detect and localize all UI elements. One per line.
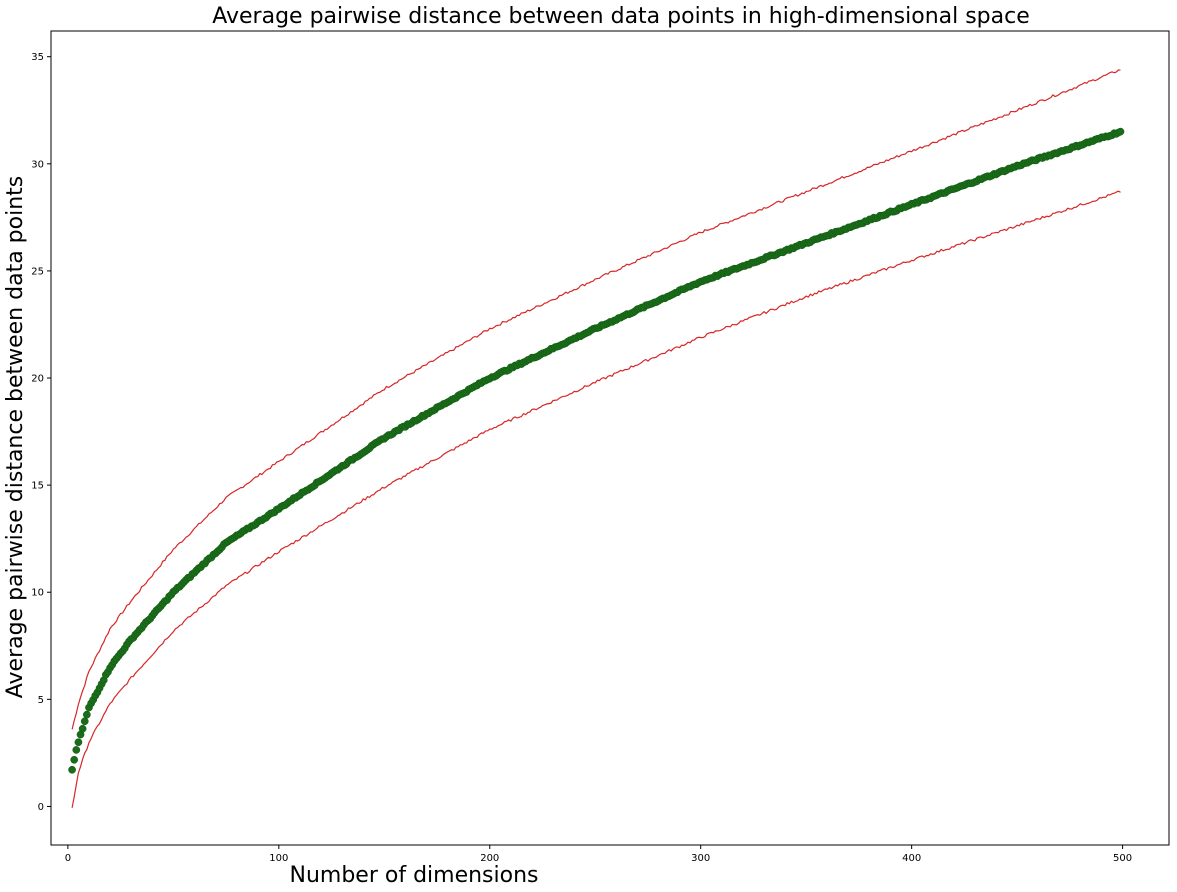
y-tick-label: 35 [31, 52, 44, 63]
data-point [74, 738, 83, 747]
plot-frame [50, 30, 1170, 846]
y-tick-label: 30 [31, 159, 44, 170]
series-markers-mean [68, 127, 1125, 774]
data-point [68, 765, 76, 774]
y-tick-label: 10 [31, 588, 44, 599]
x-tick-label: 200 [480, 853, 499, 864]
x-tick-label: 400 [902, 853, 921, 864]
x-axis-label: Number of dimensions [290, 863, 539, 888]
data-point [80, 717, 89, 726]
y-tick-label: 15 [31, 481, 44, 492]
x-tick-label: 500 [1113, 853, 1132, 864]
chart-title: Average pairwise distance between data p… [212, 4, 1030, 29]
data-point [83, 710, 91, 719]
x-tick-label: 300 [691, 853, 710, 864]
x-tick-label: 0 [65, 853, 71, 864]
series-line-upper-band [71, 69, 1121, 730]
y-tick-label: 5 [38, 695, 44, 706]
data-point [72, 746, 81, 754]
data-point [1116, 127, 1125, 136]
x-axis: 0 100 200 300 400 500 [65, 845, 1132, 864]
plot-marks [68, 69, 1125, 808]
y-axis: 0 5 10 15 20 25 30 35 [31, 52, 51, 813]
y-tick-label: 25 [31, 266, 44, 277]
series-line-lower-band [71, 190, 1121, 808]
x-tick-label: 100 [269, 853, 288, 864]
y-axis-label: Average pairwise distance between data p… [3, 176, 28, 699]
data-point [78, 724, 87, 733]
y-tick-label: 20 [31, 374, 44, 385]
data-point [70, 755, 79, 764]
y-tick-label: 0 [38, 802, 44, 813]
